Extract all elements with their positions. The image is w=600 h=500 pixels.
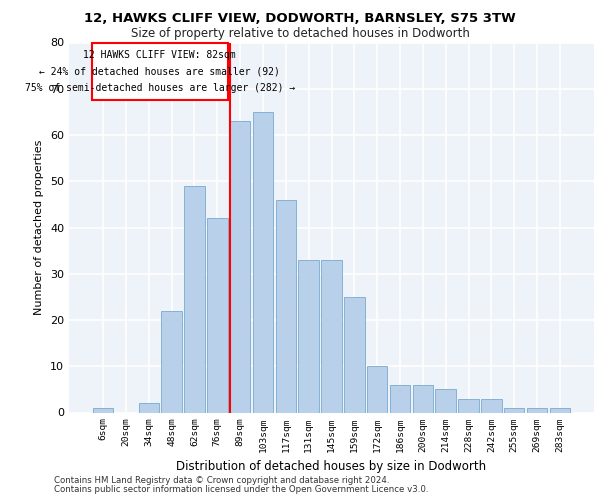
Bar [298, 260, 319, 412]
Text: Contains public sector information licensed under the Open Government Licence v3: Contains public sector information licen… [54, 485, 428, 494]
X-axis label: Distribution of detached houses by size in Dodworth: Distribution of detached houses by size … [176, 460, 487, 473]
Bar [207, 218, 227, 412]
Bar [184, 186, 205, 412]
Bar [458, 398, 479, 412]
Bar [139, 403, 159, 412]
Bar [230, 121, 250, 412]
Bar [275, 200, 296, 412]
Bar [413, 385, 433, 412]
Bar [390, 385, 410, 412]
Bar [504, 408, 524, 412]
Text: 12 HAWKS CLIFF VIEW: 82sqm: 12 HAWKS CLIFF VIEW: 82sqm [83, 50, 236, 60]
Text: 12, HAWKS CLIFF VIEW, DODWORTH, BARNSLEY, S75 3TW: 12, HAWKS CLIFF VIEW, DODWORTH, BARNSLEY… [84, 12, 516, 25]
Bar [527, 408, 547, 412]
Bar [344, 297, 365, 412]
Bar [481, 398, 502, 412]
Y-axis label: Number of detached properties: Number of detached properties [34, 140, 44, 315]
Bar [92, 42, 227, 100]
Text: Size of property relative to detached houses in Dodworth: Size of property relative to detached ho… [131, 28, 469, 40]
Bar [253, 112, 273, 412]
Text: Contains HM Land Registry data © Crown copyright and database right 2024.: Contains HM Land Registry data © Crown c… [54, 476, 389, 485]
Bar [161, 310, 182, 412]
Bar [550, 408, 570, 412]
Bar [321, 260, 342, 412]
Text: 75% of semi-detached houses are larger (282) →: 75% of semi-detached houses are larger (… [25, 82, 295, 92]
Bar [436, 390, 456, 412]
Bar [93, 408, 113, 412]
Bar [367, 366, 388, 412]
Text: ← 24% of detached houses are smaller (92): ← 24% of detached houses are smaller (92… [39, 66, 280, 76]
